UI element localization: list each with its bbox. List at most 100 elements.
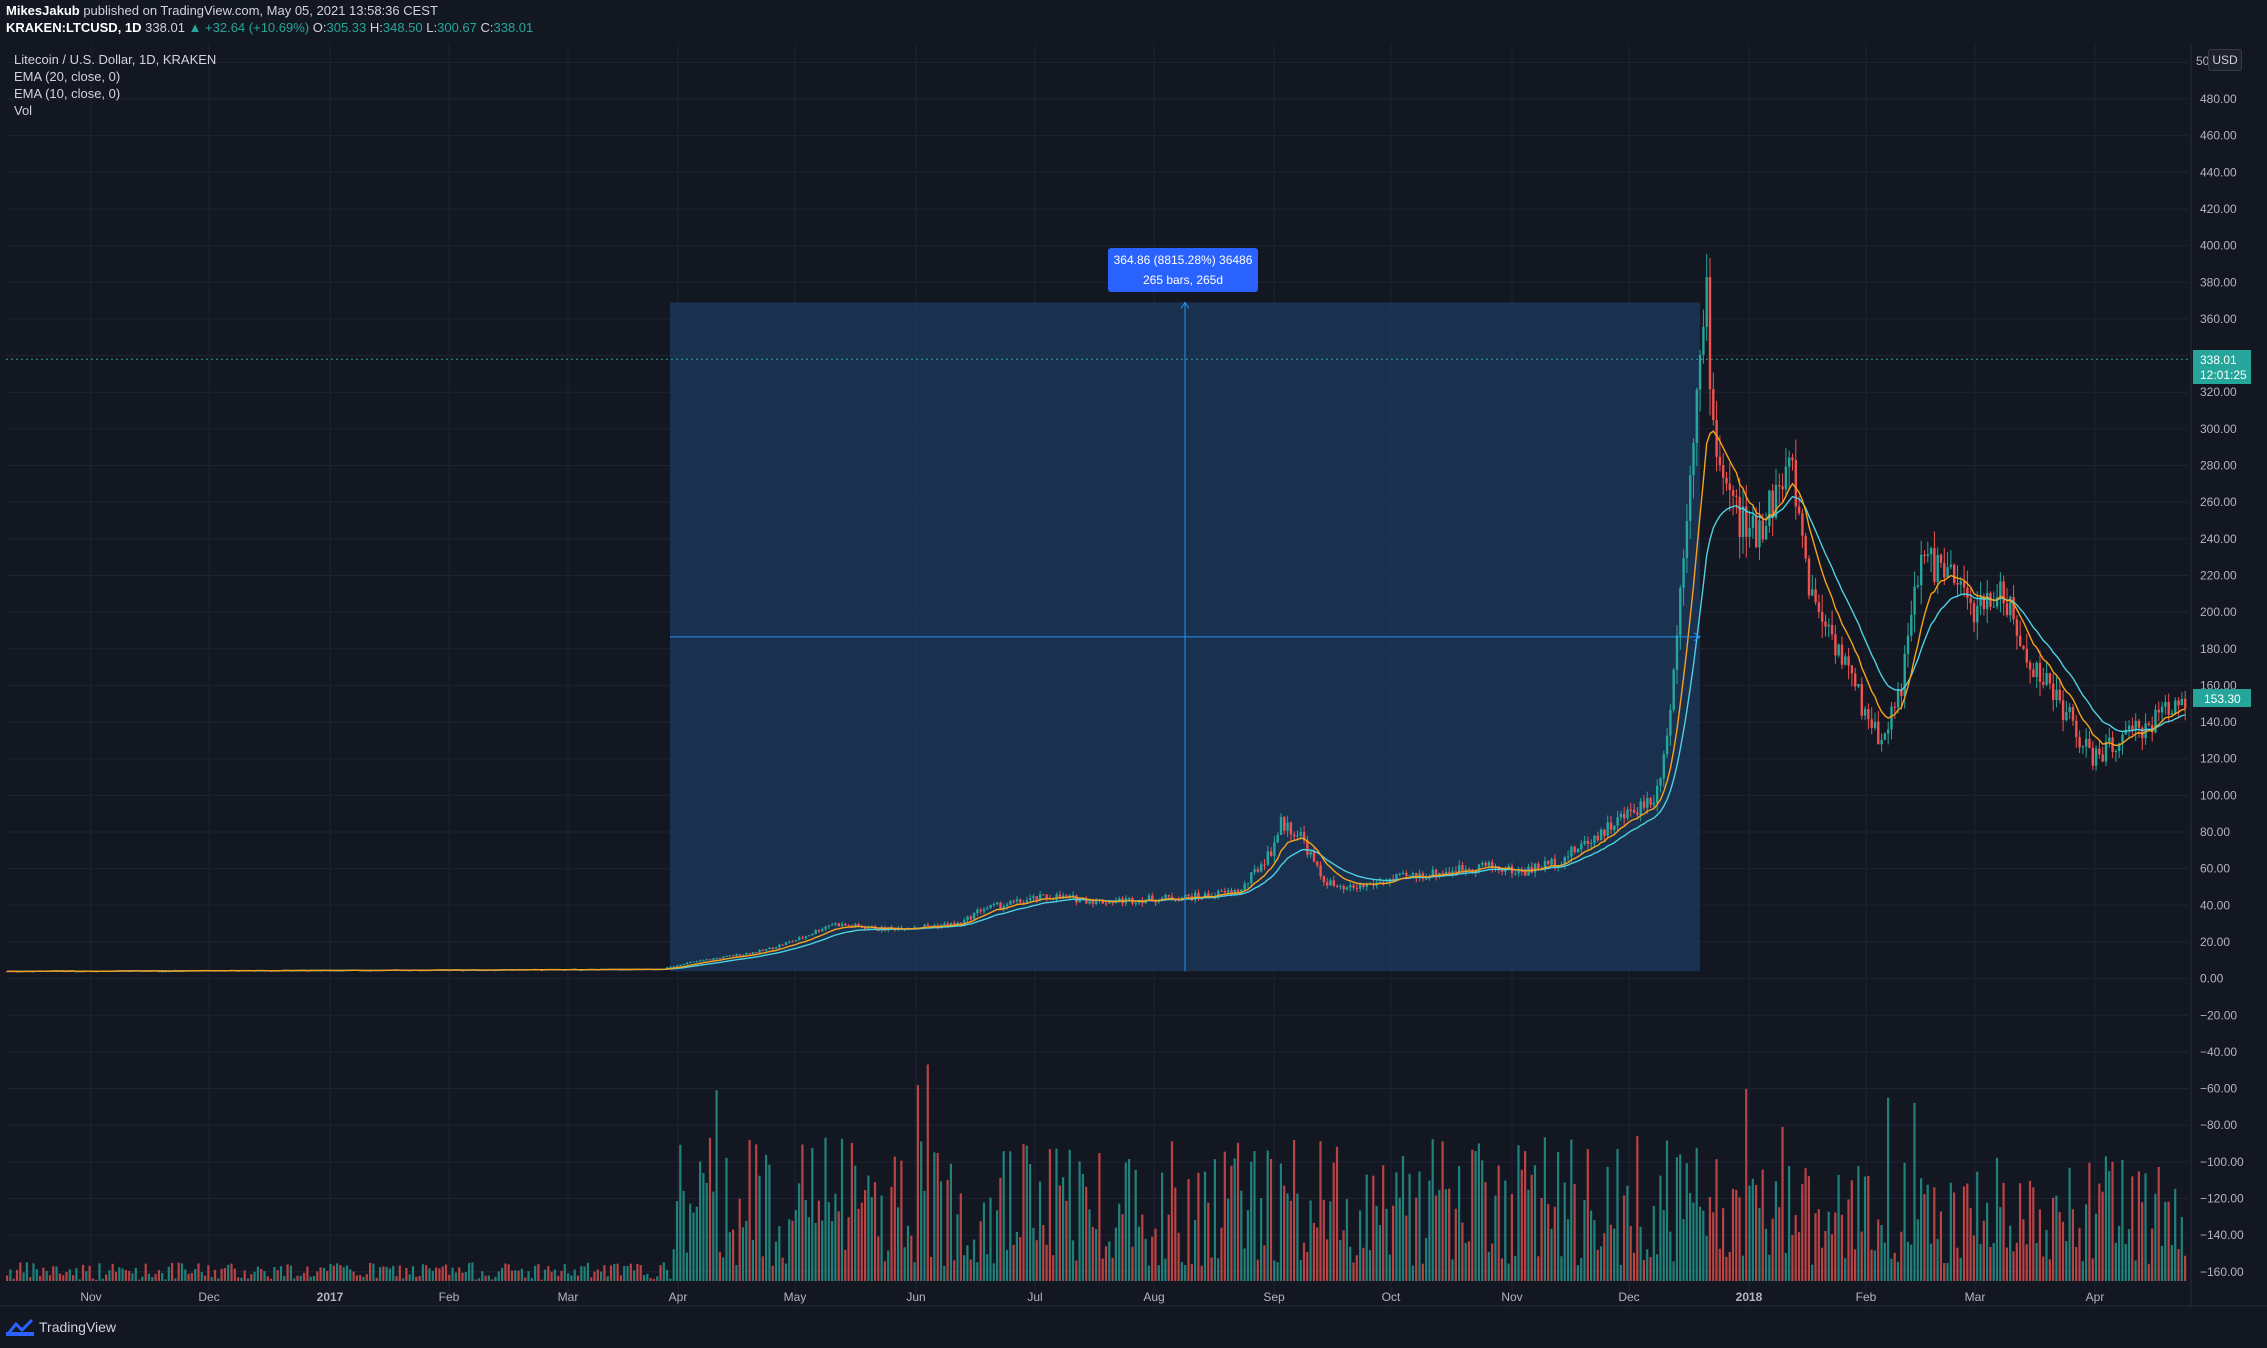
volume-bar: [1293, 1140, 1296, 1281]
volume-bar: [1035, 1240, 1038, 1281]
volume-bar: [1365, 1174, 1368, 1281]
candle-body: [1005, 904, 1009, 907]
candle-body: [1880, 739, 1883, 745]
legend-ema10[interactable]: EMA (10, close, 0): [14, 86, 121, 101]
volume-bar: [48, 1275, 52, 1281]
candle-body: [1293, 834, 1296, 837]
volume-bar: [1896, 1261, 1900, 1281]
volume-bar: [857, 1208, 860, 1281]
candle-body: [2164, 702, 2167, 707]
volume-bar: [712, 1191, 715, 1281]
price-tick-label: 400.00: [2200, 239, 2237, 253]
volume-bar: [161, 1272, 164, 1281]
volume-bar: [418, 1275, 421, 1281]
currency-badge[interactable]: USD: [2208, 49, 2242, 71]
volume-bar: [1474, 1151, 1477, 1281]
volume-bar: [1510, 1194, 1513, 1281]
candle-body: [1804, 535, 1807, 559]
time-axis[interactable]: Nov Dec 2017 Feb Mar Apr May Jun Jul Aug Sep Oct Nov…: [80, 1290, 2104, 1304]
candle-body: [1811, 589, 1814, 596]
volume-bar: [2055, 1195, 2058, 1281]
low-label: L:: [426, 20, 438, 35]
candle-body: [1273, 842, 1276, 856]
volume-bar: [42, 1267, 45, 1281]
candle-body: [1860, 684, 1863, 716]
candle-body: [1458, 865, 1461, 873]
candle-body: [2038, 662, 2042, 682]
legend-ema20[interactable]: EMA (20, close, 0): [14, 69, 121, 84]
volume-bar: [1979, 1244, 1982, 1281]
change-value: ▲ +32.64 (+10.69%): [188, 20, 310, 35]
volume-bar: [837, 1211, 840, 1281]
candle-body: [1672, 669, 1675, 710]
publisher-name[interactable]: MikesJakub: [6, 3, 80, 18]
volume-bar: [157, 1270, 160, 1281]
volume-bar: [1164, 1258, 1167, 1281]
volume-bar: [2071, 1209, 2074, 1281]
candle-body: [1840, 644, 1844, 665]
legend-title[interactable]: Litecoin / U.S. Dollar, 1D, KRAKEN: [14, 52, 217, 67]
volume-bar: [1870, 1249, 1873, 1281]
volume-bar: [2147, 1263, 2150, 1281]
volume-bar: [778, 1226, 781, 1281]
price-axis[interactable]: 480.00 460.00 440.00 420.00 400.00 380.00 360.…: [2200, 92, 2244, 1279]
time-tick-label: Mar: [558, 1290, 579, 1304]
volume-bar: [1788, 1166, 1791, 1281]
indicator-legend: Litecoin / U.S. Dollar, 1D, KRAKEN EMA (…: [14, 51, 216, 119]
volume-bar: [2032, 1187, 2035, 1281]
candle-body: [1857, 684, 1860, 687]
volume-bar: [1128, 1159, 1131, 1281]
volume-bar: [114, 1271, 118, 1281]
volume-bar: [55, 1266, 58, 1281]
candle-body: [1329, 880, 1332, 886]
volume-bar: [1177, 1232, 1180, 1281]
candle-body: [2114, 750, 2118, 752]
candle-body: [976, 909, 979, 914]
volume-bar: [916, 1085, 919, 1281]
volume-bar: [1751, 1178, 1754, 1281]
volume-bar: [1613, 1228, 1616, 1281]
volume-bar: [936, 1152, 939, 1281]
volume-bar: [2002, 1182, 2005, 1281]
volume-bar: [1194, 1220, 1197, 1281]
candle-body: [1910, 614, 1913, 636]
volume-bar: [735, 1265, 738, 1281]
candle-body: [1045, 894, 1048, 898]
candle-body: [1217, 890, 1220, 897]
volume-bar: [1827, 1211, 1830, 1281]
candle-body: [804, 936, 807, 939]
candle-body: [1530, 866, 1533, 873]
candle-body: [1725, 477, 1728, 484]
candle-body: [2065, 712, 2068, 721]
volume-bar: [2184, 1255, 2187, 1281]
symbol-name[interactable]: KRAKEN:LTCUSD, 1D: [6, 20, 142, 35]
candle-body: [1408, 875, 1411, 877]
volume-bar: [1976, 1171, 1979, 1281]
price-tick-label: −140.00: [2200, 1228, 2244, 1242]
candle-body: [75, 971, 78, 973]
volume-bar: [2025, 1244, 2028, 1281]
candle-body: [2151, 724, 2154, 733]
time-tick-label: Nov: [1501, 1290, 1522, 1304]
candle-body: [2124, 729, 2127, 735]
candle-body: [1382, 882, 1385, 884]
volume-bar: [154, 1274, 157, 1281]
volume-bar: [1448, 1188, 1451, 1281]
legend-vol[interactable]: Vol: [14, 103, 33, 118]
measure-lines: [670, 301, 1701, 972]
volume-bar: [210, 1277, 213, 1281]
volume-bar: [194, 1269, 197, 1281]
volume-bar: [1811, 1264, 1814, 1281]
volume-bar: [685, 1252, 688, 1281]
volume-bar: [1401, 1156, 1405, 1281]
volume-bar: [19, 1262, 22, 1281]
footer: TradingView: [6, 1318, 116, 1336]
volume-bar: [652, 1278, 655, 1281]
volume-bar: [1048, 1149, 1051, 1281]
footer-brand[interactable]: TradingView: [39, 1319, 117, 1335]
candle-body: [817, 930, 821, 932]
volume-bar: [1296, 1193, 1299, 1281]
price-tick-label: 120.00: [2200, 752, 2237, 766]
candle-body: [1682, 558, 1685, 588]
